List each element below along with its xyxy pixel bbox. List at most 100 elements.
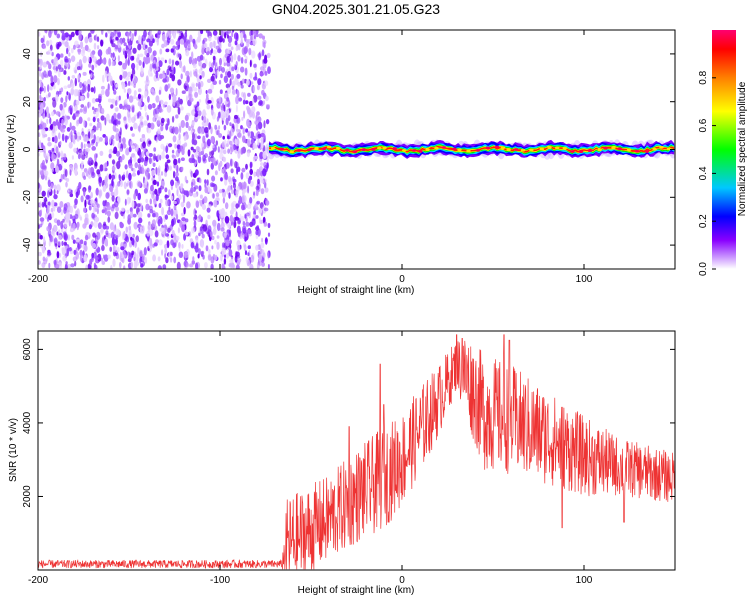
spectrogram-noise-cell: [47, 49, 53, 55]
spectrogram-noise-cell: [201, 142, 205, 148]
spectrogram-noise-cell: [59, 125, 63, 132]
spectrogram-noise-cell: [60, 97, 64, 103]
spectrogram-noise-cell: [245, 172, 250, 180]
spectrogram-noise-cell: [185, 70, 190, 77]
spectrogram-noise-cell: [263, 80, 269, 87]
spectrogram-noise-cell: [78, 32, 82, 41]
spectrogram-noise-cell: [120, 246, 125, 251]
spectrogram-noise-cell: [189, 34, 193, 43]
spectrogram-noise-cell: [178, 242, 181, 249]
spectrogram-noise-cell: [237, 132, 242, 138]
spectrogram-noise-cell: [127, 71, 132, 78]
spectrogram-noise-cell: [127, 116, 132, 123]
spectrogram-noise-cell: [146, 38, 151, 43]
spectrogram-noise-cell: [214, 34, 218, 41]
spectrogram-noise-cell: [262, 150, 267, 160]
spectrogram-noise-cell: [180, 183, 184, 188]
spectrogram-noise-cell: [227, 42, 232, 48]
colorbar-label: Normalized spectral amplitude: [737, 81, 748, 216]
spectrogram-noise-cell: [70, 263, 75, 268]
spectrogram-noise-cell: [71, 135, 76, 144]
spectrogram-noise-cell: [99, 164, 104, 172]
spectrogram-noise-cell: [165, 154, 170, 160]
spectrogram-noise-cell: [256, 200, 261, 205]
spectrogram-noise-cell: [119, 103, 123, 110]
spectrogram-noise-cell: [264, 71, 268, 76]
spectrogram-noise-cell: [85, 264, 89, 269]
spectrogram-noise-cell: [114, 211, 119, 220]
spectrogram-noise-cell: [224, 32, 227, 39]
spectrogram-noise-cell: [171, 155, 177, 159]
spectrogram-noise-cell: [253, 171, 256, 178]
spectrogram-noise-cell: [206, 104, 211, 110]
spectrogram-noise-cell: [164, 171, 168, 177]
spectrogram-noise-cell: [56, 251, 60, 259]
signal-peak-cell: [270, 147, 276, 150]
spectrogram-noise-cell: [39, 81, 42, 87]
spectrogram-noise-cell: [180, 106, 184, 111]
spectrogram-noise-cell: [104, 177, 108, 184]
spectrogram-noise-cell: [57, 240, 61, 246]
spectrogram-noise-cell: [117, 246, 120, 253]
spectrogram-noise-cell: [50, 75, 54, 84]
spectrogram-noise-cell: [152, 162, 156, 167]
spectrogram-noise-cell: [225, 143, 229, 148]
spectrogram-noise-cell: [143, 161, 148, 167]
spectrogram-noise-cell: [174, 126, 179, 135]
spectrogram-noise-cell: [128, 172, 132, 181]
snr-y-axis: 2000 4000 6000: [22, 338, 675, 508]
spectrogram-noise-cell: [57, 151, 61, 158]
spectrogram-noise-cell: [111, 174, 116, 180]
spectrogram-noise-cell: [185, 231, 189, 236]
spectrogram-noise-cell: [180, 73, 183, 80]
spectrogram-noise-cell: [53, 56, 58, 64]
spectrogram-noise-cell: [116, 118, 119, 127]
spectrogram-noise-cell: [233, 53, 237, 61]
spectrogram-noise-cell: [253, 63, 257, 68]
spectrogram-noise-cell: [199, 34, 202, 42]
spectrogram-noise-cell: [108, 153, 112, 159]
spectrogram-noise-cell: [162, 73, 166, 80]
spectrogram-noise-cell: [231, 188, 234, 195]
spectrogram-noise-cell: [198, 232, 201, 237]
spectrogram-noise-cell: [222, 156, 227, 163]
spectrogram-noise-cell: [147, 68, 153, 77]
spectrogram-noise-cell: [131, 172, 137, 177]
spectrogram-noise-cell: [214, 62, 218, 67]
spectrogram-noise-cell: [104, 117, 107, 126]
spectrogram-noise-cell: [218, 209, 223, 215]
spectrogram-noise-cell: [52, 224, 58, 233]
spectrogram-noise-cell: [158, 239, 163, 246]
spectrogram-noise-cell: [199, 194, 203, 199]
spectrogram-noise-cell: [234, 138, 238, 146]
spectrogram-noise-cell: [165, 233, 170, 237]
spectrogram-noise-cell: [61, 241, 64, 246]
spectrogram-noise-cell: [244, 236, 247, 242]
spectrogram-noise-cell: [210, 108, 214, 116]
spectrogram-noise-cell: [226, 55, 231, 63]
spectrogram-noise-cell: [53, 237, 58, 246]
spectrogram-noise-cell: [60, 87, 64, 93]
spectrogram-noise-cell: [151, 219, 156, 228]
spectrogram-noise-cell: [84, 199, 87, 208]
signal-peak-cell: [326, 145, 332, 149]
spectrogram-noise-cell: [249, 263, 254, 269]
spectrogram-noise-cell: [112, 80, 115, 85]
spectrogram-noise-cell: [126, 189, 130, 195]
spectrogram-noise-cell: [167, 118, 170, 126]
spectrogram-noise-cell: [175, 182, 178, 189]
spectrogram-noise-cell: [191, 138, 195, 145]
spectrogram-noise-cell: [161, 227, 166, 235]
spectrogram-noise-cell: [104, 207, 108, 215]
spectrogram-noise-cell: [177, 79, 182, 86]
spectrogram-noise-cell: [184, 80, 189, 86]
spectrogram-noise-cell: [210, 150, 215, 156]
spectrogram-noise-cell: [200, 250, 205, 255]
spectrogram-noise-cell: [61, 32, 66, 41]
spectrogram-noise-cell: [127, 57, 130, 66]
spectrogram-noise-cell: [71, 125, 76, 131]
spectrogram-noise-cell: [143, 30, 147, 38]
snr-frame: [37, 330, 676, 571]
spectrogram-noise-cell: [258, 208, 263, 214]
spectrogram-noise-cell: [168, 58, 172, 65]
